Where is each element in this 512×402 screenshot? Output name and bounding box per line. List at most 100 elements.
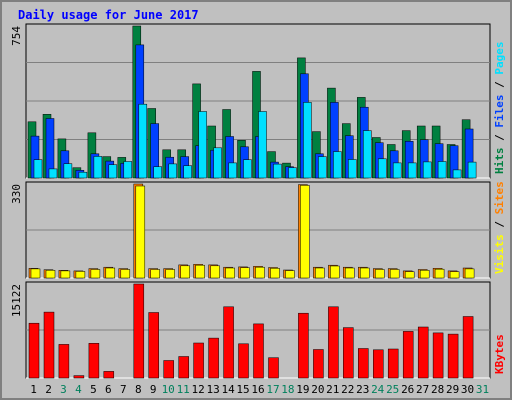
bar-kbytes-day-26	[402, 331, 414, 379]
x-tick-label-day-25: 25	[386, 383, 399, 396]
bar-kbytes-day-14	[223, 306, 234, 379]
bar-pages-day-6	[108, 164, 118, 179]
bar-kbytes-day-15	[238, 343, 249, 379]
bar-pages-day-24	[378, 158, 387, 179]
bar-visits-day-2	[45, 270, 56, 279]
bar-pages-day-21	[333, 151, 342, 179]
legend-entry: /	[493, 75, 506, 95]
bar-kbytes-day-12	[193, 342, 204, 379]
bar-visits-day-15	[240, 267, 250, 279]
bar-kbytes-day-28	[432, 332, 444, 379]
legend-entry: Visits	[493, 234, 506, 274]
bar-visits-day-30	[464, 268, 475, 279]
bar-visits-day-27	[419, 270, 430, 279]
bar-pages-day-9	[153, 166, 162, 179]
bar-pages-day-16	[258, 111, 267, 179]
x-tick-label-day-8: 8	[135, 383, 142, 396]
bar-pages-day-3	[63, 163, 73, 179]
x-tick-label-day-29: 29	[446, 383, 459, 396]
bar-visits-day-26	[404, 271, 415, 279]
x-tick-label-day-5: 5	[90, 383, 97, 396]
bar-kbytes-day-6	[103, 371, 115, 379]
bar-visits-day-8	[135, 185, 146, 279]
legend-entry: KBytes	[493, 334, 506, 374]
bar-kbytes-day-29	[447, 333, 459, 379]
bar-pages-day-28	[437, 161, 447, 179]
x-tick-label-day-9: 9	[150, 383, 157, 396]
legend-entry: Files	[493, 95, 506, 128]
legend-entry: Pages	[493, 42, 506, 75]
bar-pages-day-25	[392, 162, 402, 179]
bar-visits-day-17	[270, 268, 280, 279]
bar-pages-day-23	[363, 130, 372, 179]
x-tick-label-day-18: 18	[281, 383, 294, 396]
x-tick-label-day-24: 24	[371, 383, 385, 396]
bar-pages-day-4	[78, 171, 88, 179]
bar-pages-day-10	[168, 163, 177, 179]
x-tick-label-day-12: 12	[191, 383, 204, 396]
bar-pages-day-2	[48, 168, 58, 179]
bar-visits-day-5	[90, 269, 101, 279]
bar-kbytes-day-17	[268, 357, 279, 379]
bar-pages-day-17	[273, 163, 282, 179]
x-tick-label-day-26: 26	[401, 383, 414, 396]
bar-kbytes-day-21	[328, 306, 339, 379]
bar-kbytes-day-19	[298, 312, 309, 379]
bar-visits-day-1	[30, 268, 41, 279]
legend-entry: /	[493, 214, 506, 234]
x-tick-label-day-14: 14	[221, 383, 235, 396]
bar-visits-day-14	[225, 267, 235, 279]
bar-pages-day-8	[138, 103, 148, 179]
bar-pages-day-13	[213, 147, 222, 179]
legend-top: Hits / Files / Pages	[493, 42, 506, 175]
legend-mid: Visits / Sites	[493, 181, 506, 274]
x-tick-label-day-19: 19	[296, 383, 309, 396]
x-tick-label-day-4: 4	[75, 383, 82, 396]
bar-kbytes-day-1	[28, 322, 40, 379]
bar-visits-day-9	[150, 269, 160, 279]
bar-visits-day-12	[195, 264, 205, 279]
bar-pages-day-1	[33, 159, 43, 179]
bar-kbytes-day-20	[313, 349, 324, 379]
bar-visits-day-25	[389, 269, 400, 279]
bar-kbytes-day-23	[358, 348, 369, 379]
x-tick-label-day-21: 21	[326, 383, 339, 396]
bar-pages-day-12	[198, 111, 207, 179]
bar-pages-day-29	[452, 169, 462, 179]
bar-visits-day-6	[105, 267, 116, 279]
bar-visits-day-10	[165, 269, 175, 279]
bar-kbytes-day-3	[58, 344, 70, 379]
bar-pages-day-18	[288, 167, 297, 179]
x-tick-label-day-6: 6	[105, 383, 112, 396]
x-tick-label-day-20: 20	[311, 383, 324, 396]
bar-visits-day-16	[255, 266, 265, 279]
bar-kbytes-day-24	[373, 349, 384, 379]
legend-entry: Sites	[493, 181, 506, 214]
bar-pages-day-11	[183, 165, 192, 179]
bar-kbytes-day-11	[178, 356, 189, 379]
bar-visits-day-22	[345, 267, 355, 279]
bar-kbytes-day-27	[417, 326, 429, 379]
bar-kbytes-day-16	[253, 323, 264, 379]
bar-pages-day-5	[93, 156, 103, 179]
bar-visits-day-23	[360, 267, 370, 279]
legend-entry: /	[493, 128, 506, 148]
x-tick-label-day-30: 30	[461, 383, 474, 396]
bar-pages-day-14	[228, 162, 237, 179]
x-tick-label-day-27: 27	[416, 383, 429, 396]
bar-kbytes-day-22	[343, 327, 354, 379]
bar-kbytes-day-2	[43, 311, 55, 379]
bar-kbytes-day-4	[73, 375, 85, 379]
x-tick-label-day-1: 1	[30, 383, 37, 396]
bar-pages-day-22	[348, 159, 357, 179]
bar-visits-day-4	[75, 271, 86, 279]
bar-visits-day-3	[60, 270, 71, 279]
x-tick-label-day-10: 10	[162, 383, 175, 396]
y-max-label-top: 754	[10, 26, 23, 46]
y-max-label-mid: 330	[10, 184, 23, 204]
bar-kbytes-day-30	[462, 316, 474, 379]
y-max-label-bot: 15122	[10, 284, 23, 317]
bar-pages-day-30	[467, 161, 477, 179]
